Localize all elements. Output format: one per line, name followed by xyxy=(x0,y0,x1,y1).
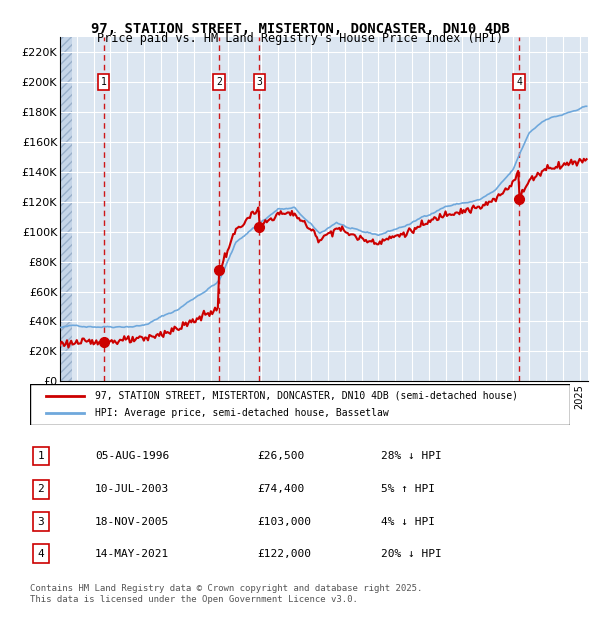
Text: Price paid vs. HM Land Registry's House Price Index (HPI): Price paid vs. HM Land Registry's House … xyxy=(97,32,503,45)
Text: 1: 1 xyxy=(37,451,44,461)
Text: 2: 2 xyxy=(37,484,44,495)
Text: This data is licensed under the Open Government Licence v3.0.: This data is licensed under the Open Gov… xyxy=(30,595,358,604)
Text: £122,000: £122,000 xyxy=(257,549,311,559)
Text: £26,500: £26,500 xyxy=(257,451,304,461)
Text: 10-JUL-2003: 10-JUL-2003 xyxy=(95,484,169,495)
Text: £74,400: £74,400 xyxy=(257,484,304,495)
Text: 4% ↓ HPI: 4% ↓ HPI xyxy=(381,516,435,526)
Text: 5% ↑ HPI: 5% ↑ HPI xyxy=(381,484,435,495)
Text: 05-AUG-1996: 05-AUG-1996 xyxy=(95,451,169,461)
Text: 20% ↓ HPI: 20% ↓ HPI xyxy=(381,549,442,559)
Text: 97, STATION STREET, MISTERTON, DONCASTER, DN10 4DB: 97, STATION STREET, MISTERTON, DONCASTER… xyxy=(91,22,509,36)
Text: 1: 1 xyxy=(101,77,107,87)
Text: HPI: Average price, semi-detached house, Bassetlaw: HPI: Average price, semi-detached house,… xyxy=(95,409,389,419)
Text: 3: 3 xyxy=(257,77,262,87)
Text: 2: 2 xyxy=(217,77,222,87)
Text: 4: 4 xyxy=(37,549,44,559)
Text: £103,000: £103,000 xyxy=(257,516,311,526)
Text: 97, STATION STREET, MISTERTON, DONCASTER, DN10 4DB (semi-detached house): 97, STATION STREET, MISTERTON, DONCASTER… xyxy=(95,391,518,401)
Text: 28% ↓ HPI: 28% ↓ HPI xyxy=(381,451,442,461)
Text: 18-NOV-2005: 18-NOV-2005 xyxy=(95,516,169,526)
Text: 14-MAY-2021: 14-MAY-2021 xyxy=(95,549,169,559)
Text: 4: 4 xyxy=(517,77,522,87)
Text: 3: 3 xyxy=(37,516,44,526)
Text: Contains HM Land Registry data © Crown copyright and database right 2025.: Contains HM Land Registry data © Crown c… xyxy=(30,584,422,593)
